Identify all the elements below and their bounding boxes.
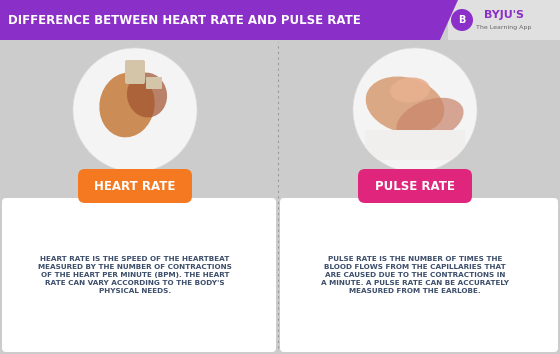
Circle shape <box>451 9 473 31</box>
Text: BYJU'S: BYJU'S <box>484 10 524 20</box>
Circle shape <box>353 48 477 172</box>
FancyBboxPatch shape <box>146 77 162 89</box>
FancyBboxPatch shape <box>365 130 465 160</box>
Text: DIFFERENCE BETWEEN HEART RATE AND PULSE RATE: DIFFERENCE BETWEEN HEART RATE AND PULSE … <box>8 13 361 27</box>
Text: PULSE RATE: PULSE RATE <box>375 179 455 193</box>
Polygon shape <box>0 0 458 40</box>
FancyBboxPatch shape <box>280 198 558 352</box>
FancyBboxPatch shape <box>358 169 472 203</box>
Ellipse shape <box>366 76 444 133</box>
FancyBboxPatch shape <box>448 0 560 40</box>
Text: The Learning App: The Learning App <box>477 24 531 29</box>
Text: B: B <box>458 15 466 25</box>
Text: HEART RATE: HEART RATE <box>94 179 176 193</box>
Text: HEART RATE IS THE SPEED OF THE HEARTBEAT
MEASURED BY THE NUMBER OF CONTRACTIONS
: HEART RATE IS THE SPEED OF THE HEARTBEAT… <box>38 256 232 294</box>
Ellipse shape <box>127 73 167 118</box>
FancyBboxPatch shape <box>2 198 276 352</box>
Ellipse shape <box>396 98 464 142</box>
Circle shape <box>73 48 197 172</box>
FancyBboxPatch shape <box>125 60 145 84</box>
FancyBboxPatch shape <box>78 169 192 203</box>
Text: PULSE RATE IS THE NUMBER OF TIMES THE
BLOOD FLOWS FROM THE CAPILLARIES THAT
ARE : PULSE RATE IS THE NUMBER OF TIMES THE BL… <box>321 256 509 294</box>
Ellipse shape <box>390 78 430 103</box>
Ellipse shape <box>99 73 155 137</box>
